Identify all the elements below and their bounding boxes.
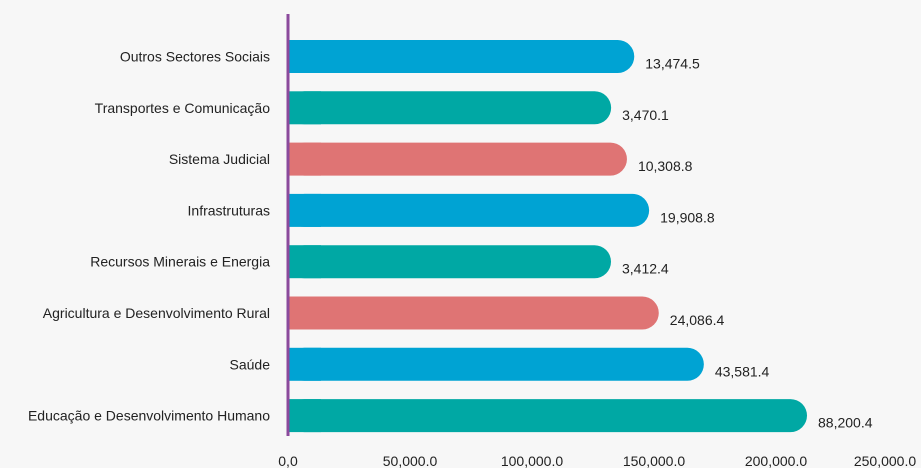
x-tick-label-1: 50,000.0	[383, 453, 438, 468]
category-label-5: Agricultura e Desenvolvimento Rural	[43, 305, 270, 321]
bar-4-base	[288, 245, 321, 279]
bar-7-base	[288, 399, 321, 433]
value-label-7: 88,200.4	[818, 415, 873, 431]
bar-4	[288, 245, 611, 279]
x-tick-label-2: 100,000.0	[501, 453, 563, 468]
bar-6-base	[288, 347, 321, 381]
value-label-3: 19,908.8	[660, 209, 715, 225]
bar-3	[288, 193, 650, 227]
bar-6	[288, 347, 704, 381]
value-label-0: 13,474.5	[645, 56, 700, 72]
bar-2-base	[288, 142, 321, 176]
category-labels-group: Outros Sectores Sociais Transportes e Com…	[28, 49, 270, 424]
bar-0	[288, 40, 635, 73]
category-label-4: Recursos Minerais e Energia	[90, 254, 270, 270]
value-label-5: 24,086.4	[670, 312, 725, 328]
bar-1	[288, 91, 612, 125]
bar-2	[288, 142, 627, 176]
x-tick-labels-group: 0,0 50,000.0 100,000.0 150,000.0 200,000.0 25…	[278, 453, 916, 468]
bars-group	[288, 40, 807, 433]
value-label-1: 3,470.1	[622, 107, 669, 123]
category-label-0: Outros Sectores Sociais	[120, 49, 270, 65]
bar-1-base	[288, 91, 321, 125]
category-label-3: Infrastruturas	[188, 202, 270, 218]
value-label-4: 3,412.4	[622, 261, 669, 277]
x-tick-label-4: 200,000.0	[745, 453, 807, 468]
value-labels-group: 13,474.5 3,470.1 10,308.8 19,908.8 3,412.4 24…	[622, 56, 873, 431]
bar-3-base	[288, 193, 321, 227]
category-label-2: Sistema Judicial	[169, 151, 270, 167]
value-label-2: 10,308.8	[638, 158, 693, 174]
x-tick-label-3: 150,000.0	[623, 453, 685, 468]
x-tick-label-5: 250,000.0	[854, 453, 916, 468]
category-label-6: Saúde	[230, 356, 271, 372]
category-label-7: Educação e Desenvolvimento Humano	[28, 408, 270, 424]
category-label-1: Transportes e Comunicação	[95, 100, 271, 116]
bar-7	[288, 399, 807, 433]
bar-5	[288, 296, 659, 330]
bar-5-base	[288, 296, 321, 330]
value-label-6: 43,581.4	[715, 363, 770, 379]
x-tick-label-0: 0,0	[278, 453, 298, 468]
bar-0-base	[288, 40, 321, 73]
